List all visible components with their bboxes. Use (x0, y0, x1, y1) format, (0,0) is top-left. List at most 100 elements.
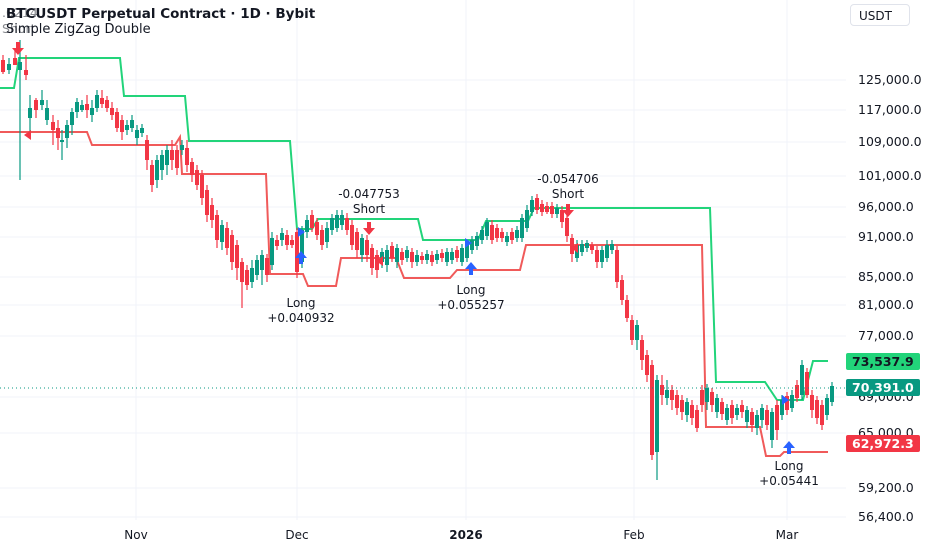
candle[interactable] (770, 408, 774, 448)
candle[interactable] (270, 232, 274, 270)
candle[interactable] (655, 375, 659, 480)
candle[interactable] (45, 100, 49, 125)
candle[interactable] (615, 246, 619, 288)
candle[interactable] (525, 205, 529, 232)
candle[interactable] (420, 252, 424, 264)
candle[interactable] (555, 204, 559, 218)
candle[interactable] (18, 40, 22, 180)
candle[interactable] (690, 400, 694, 425)
candle[interactable] (645, 350, 649, 382)
candle[interactable] (200, 170, 204, 205)
candle[interactable] (590, 242, 594, 254)
candle[interactable] (60, 130, 64, 160)
candle[interactable] (85, 95, 89, 118)
candle[interactable] (120, 115, 124, 140)
candle[interactable] (160, 150, 164, 180)
candle[interactable] (730, 400, 734, 424)
candle[interactable] (345, 213, 349, 235)
candle[interactable] (95, 90, 99, 112)
candle[interactable] (235, 240, 239, 280)
candle[interactable] (145, 135, 149, 170)
candle[interactable] (295, 228, 299, 278)
candle[interactable] (195, 165, 199, 190)
candle[interactable] (165, 145, 169, 175)
candle[interactable] (725, 404, 729, 425)
candle[interactable] (705, 384, 709, 410)
candle[interactable] (75, 98, 79, 118)
candle[interactable] (580, 240, 584, 256)
candle[interactable] (115, 108, 119, 132)
candle[interactable] (485, 218, 489, 240)
candle[interactable] (665, 380, 669, 405)
candle[interactable] (110, 102, 114, 120)
candle[interactable] (51, 115, 55, 145)
candle[interactable] (825, 394, 829, 420)
candle[interactable] (495, 224, 499, 242)
candle[interactable] (680, 395, 684, 420)
candle[interactable] (135, 125, 139, 145)
candle[interactable] (585, 240, 589, 252)
candle[interactable] (545, 202, 549, 214)
candle[interactable] (310, 210, 314, 232)
candle[interactable] (285, 230, 289, 250)
candle[interactable] (700, 385, 704, 412)
candle[interactable] (685, 398, 689, 422)
candle[interactable] (560, 206, 564, 228)
candle[interactable] (435, 250, 439, 264)
candle[interactable] (130, 115, 134, 132)
candle[interactable] (185, 140, 189, 172)
candle[interactable] (785, 392, 789, 415)
candle[interactable] (290, 235, 294, 248)
candle[interactable] (40, 90, 44, 110)
candle[interactable] (280, 228, 284, 246)
candle[interactable] (445, 248, 449, 266)
candle[interactable] (325, 222, 329, 248)
candle[interactable] (125, 120, 129, 135)
candle[interactable] (215, 210, 219, 248)
candle[interactable] (335, 210, 339, 232)
candle[interactable] (750, 408, 754, 432)
candle[interactable] (385, 245, 389, 272)
candle[interactable] (520, 214, 524, 242)
candle[interactable] (440, 249, 444, 262)
candle[interactable] (90, 100, 94, 122)
candle[interactable] (510, 228, 514, 244)
candle[interactable] (790, 390, 794, 412)
candle[interactable] (190, 158, 194, 182)
candle[interactable] (450, 248, 454, 264)
candle[interactable] (265, 254, 269, 282)
candle[interactable] (220, 220, 224, 250)
candle[interactable] (710, 388, 714, 412)
candle[interactable] (595, 246, 599, 268)
candle[interactable] (670, 385, 674, 410)
candle[interactable] (480, 226, 484, 244)
candle[interactable] (175, 145, 179, 175)
candle[interactable] (7, 58, 11, 74)
candle[interactable] (230, 230, 234, 270)
candle[interactable] (640, 335, 644, 370)
candle[interactable] (360, 234, 364, 262)
candle[interactable] (275, 235, 279, 250)
candle[interactable] (170, 140, 174, 170)
candle[interactable] (530, 196, 534, 216)
candle[interactable] (630, 315, 634, 345)
candle[interactable] (535, 194, 539, 214)
candle[interactable] (760, 404, 764, 428)
candle[interactable] (65, 120, 69, 148)
candle[interactable] (205, 185, 209, 222)
upper-zigzag-line[interactable] (0, 57, 828, 401)
candle[interactable] (34, 98, 38, 118)
candle[interactable] (490, 220, 494, 244)
candle[interactable] (815, 396, 819, 424)
candle[interactable] (365, 235, 369, 262)
candle[interactable] (660, 375, 664, 405)
candle[interactable] (625, 295, 629, 322)
candle[interactable] (775, 400, 779, 440)
candle[interactable] (800, 360, 804, 400)
candle[interactable] (370, 244, 374, 275)
candle[interactable] (415, 250, 419, 266)
candle[interactable] (765, 405, 769, 430)
candle[interactable] (405, 246, 409, 262)
candle[interactable] (565, 214, 569, 242)
